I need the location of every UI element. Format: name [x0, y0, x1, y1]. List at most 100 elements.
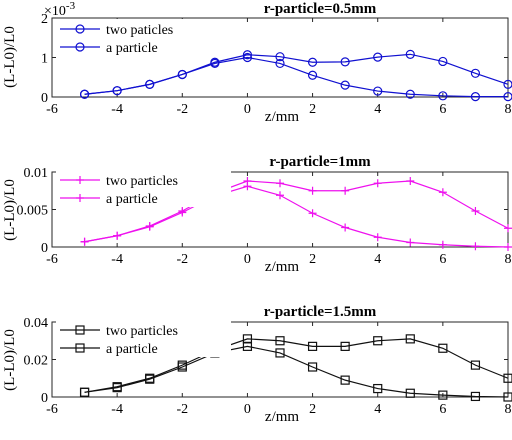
y-tick-label: 0.01 — [24, 166, 49, 181]
data-point — [178, 208, 187, 217]
y-exponent-power: -3 — [66, 0, 76, 12]
y-tick-label: 0.04 — [24, 316, 49, 331]
x-tick-label: 4 — [374, 252, 381, 267]
chart-title: r-particle=1.5mm — [264, 304, 377, 320]
data-point — [340, 375, 350, 385]
data-point — [405, 49, 415, 59]
data-point — [75, 343, 85, 353]
data-point — [113, 231, 122, 240]
x-tick-label: -6 — [46, 402, 58, 417]
y-tick-label: 0.005 — [17, 204, 49, 219]
x-axis-label: z/mm — [265, 259, 299, 275]
x-tick-label: -6 — [46, 102, 58, 117]
data-point — [373, 86, 383, 96]
x-tick-label: -2 — [176, 402, 188, 417]
y-axis-label: (L-L0)/L0 — [2, 179, 18, 241]
x-tick-label: 6 — [439, 252, 446, 267]
data-point — [438, 343, 448, 353]
data-point — [503, 373, 512, 383]
x-tick-label: -2 — [176, 252, 188, 267]
data-point — [112, 383, 122, 393]
data-point — [112, 86, 122, 96]
x-tick-label: 2 — [309, 252, 316, 267]
data-point — [177, 69, 187, 80]
x-axis-label: z/mm — [265, 109, 299, 125]
data-point — [503, 392, 512, 402]
data-point — [79, 387, 90, 397]
x-tick-label: 0 — [244, 252, 251, 267]
data-point — [405, 89, 415, 99]
data-point — [438, 240, 447, 249]
data-point — [438, 188, 447, 197]
data-point — [307, 70, 318, 80]
x-tick-label: 0 — [244, 102, 251, 117]
data-point — [503, 92, 512, 102]
data-point — [341, 223, 350, 232]
x-axis-label: z/mm — [265, 409, 299, 425]
y-tick-label: 2 — [41, 12, 48, 27]
data-point — [242, 341, 253, 351]
chart-panel-1: r-particle=0.5mm (L-L0)/L0 -6 -4 -2 0 2 4 6 8 z/mm… — [2, 0, 512, 125]
data-point — [76, 194, 84, 202]
data-point — [275, 58, 285, 69]
legend-entry: two particles — [106, 324, 178, 339]
y-exponent-label: ×10-3 — [44, 0, 76, 19]
y-tick-label: 1 — [41, 52, 48, 67]
data-point — [276, 191, 284, 200]
x-tick-label: 2 — [309, 402, 316, 417]
data-point — [438, 56, 448, 67]
series-2 — [79, 52, 512, 102]
series-line — [84, 345, 509, 398]
data-point — [76, 176, 84, 184]
data-point — [438, 91, 448, 101]
data-point — [373, 336, 383, 346]
data-point — [145, 222, 154, 231]
legend: two particles a particle — [56, 170, 231, 207]
data-point — [80, 237, 89, 246]
data-point — [340, 341, 350, 351]
data-point — [471, 242, 480, 251]
legend: two particles a particle — [56, 320, 231, 357]
data-point — [210, 58, 220, 69]
y-axis-label: (L-L0)/L0 — [2, 26, 18, 88]
chart-title: r-particle=1mm — [269, 154, 371, 170]
data-point — [340, 57, 350, 67]
legend-box — [56, 170, 231, 207]
data-point — [275, 348, 285, 358]
data-point — [373, 233, 382, 242]
series-1 — [79, 49, 512, 99]
chart-panel-3: r-particle=1.5mm (L-L0)/L0 -6 -4 -2 0 2 4 6 8 z/mm… — [2, 304, 512, 425]
data-point — [275, 336, 285, 346]
data-point — [340, 80, 350, 90]
data-point — [373, 52, 383, 62]
data-point — [145, 79, 155, 89]
x-tick-label: 2 — [309, 102, 316, 117]
y-tick-label: 0.02 — [24, 354, 49, 369]
legend-box — [56, 19, 226, 56]
y-tick-label: 0 — [41, 91, 48, 106]
x-tick-label: 4 — [374, 402, 381, 417]
data-point — [243, 182, 252, 191]
data-point — [470, 68, 481, 78]
x-tick-label: -6 — [46, 252, 58, 267]
legend: two paticles a particle — [56, 19, 226, 56]
data-point — [470, 92, 481, 102]
data-point — [75, 325, 85, 335]
data-point — [373, 383, 383, 394]
data-point — [308, 209, 317, 218]
legend-box — [56, 320, 231, 357]
legend-entry: two paticles — [106, 23, 173, 38]
data-point — [504, 243, 512, 251]
data-point — [307, 341, 318, 351]
chart-panel-2: r-particle=1mm (L-L0)/L0 -6 -4 -2 0 2 4 6 8 z/mm 0 0… — [2, 154, 512, 275]
x-tick-label: 4 — [374, 102, 381, 117]
legend-entry: two particles — [106, 174, 178, 189]
data-point — [75, 24, 85, 34]
data-point — [405, 334, 415, 344]
x-tick-label: 8 — [505, 252, 512, 267]
data-point — [75, 42, 85, 52]
data-point — [242, 50, 253, 60]
data-point — [406, 177, 415, 185]
data-point — [276, 179, 284, 188]
series-line — [84, 180, 509, 243]
